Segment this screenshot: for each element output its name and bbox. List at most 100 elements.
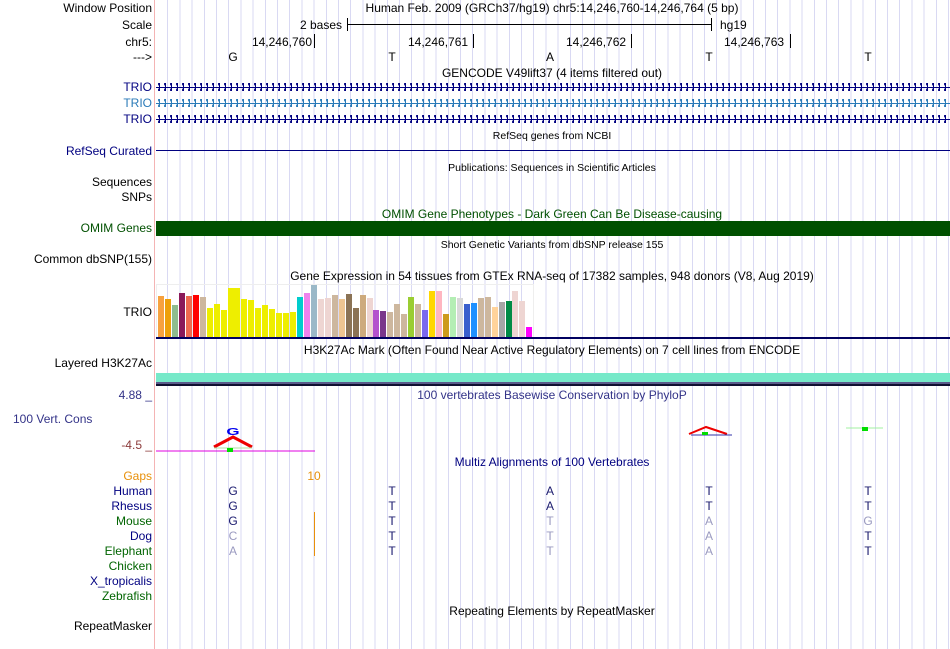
gtex-tissue-bar[interactable] (158, 296, 164, 337)
gtex-tissue-bar[interactable] (290, 312, 297, 337)
dbsnp-title: Short Genetic Variants from dbSNP releas… (440, 239, 664, 251)
gtex-tissue-bar[interactable] (422, 310, 429, 337)
h3k27ac-signal[interactable] (156, 373, 950, 382)
gtex-tissue-bar[interactable] (456, 298, 463, 337)
gtex-tissue-bar[interactable] (373, 310, 380, 337)
gtex-tissue-bar[interactable] (470, 303, 477, 337)
multiz-gaps-label[interactable]: Gaps (123, 469, 152, 483)
multiz-species-label[interactable]: Elephant (104, 544, 152, 558)
repeatmasker-label[interactable]: RepeatMasker (73, 619, 152, 633)
gtex-tissue-bar[interactable] (512, 291, 519, 337)
gencode-item-label[interactable]: TRIO (123, 80, 152, 94)
gtex-tissue-bar[interactable] (303, 293, 310, 337)
gencode-gene-trio[interactable] (156, 115, 950, 123)
multiz-species-label[interactable]: Human (113, 484, 152, 498)
gtex-tissue-bar[interactable] (401, 314, 408, 337)
multiz-base: A (704, 544, 714, 558)
gtex-tissue-bar[interactable] (331, 295, 338, 337)
gtex-tissue-bar[interactable] (220, 310, 227, 337)
gtex-tissue-bar[interactable] (269, 309, 276, 337)
publications-sequences-label[interactable]: Sequences (91, 175, 152, 189)
phylop-label[interactable]: 100 Vert. Cons (13, 412, 93, 426)
gtex-tissue-bar[interactable] (241, 299, 248, 337)
h3k27ac-label[interactable]: Layered H3K27Ac (54, 356, 152, 370)
gtex-tissue-bar[interactable] (248, 300, 255, 337)
dbsnp-label[interactable]: Common dbSNP(155) (33, 252, 152, 266)
multiz-species-label[interactable]: Zebrafish (101, 589, 152, 603)
base: T (705, 50, 713, 64)
gtex-tissue-bar[interactable] (227, 288, 234, 337)
gtex-tissue-bar[interactable] (442, 314, 449, 337)
multiz-base: T (864, 484, 872, 498)
multiz-base: A (704, 529, 714, 543)
gtex-tissue-bar[interactable] (234, 288, 241, 337)
gtex-tissue-bar[interactable] (484, 297, 491, 337)
gtex-tissue-bar[interactable] (491, 307, 498, 337)
gtex-tissue-bar[interactable] (415, 304, 422, 337)
gtex-tissue-bar[interactable] (192, 295, 199, 337)
gtex-tissue-bar[interactable] (429, 291, 436, 337)
gtex-tissue-bar[interactable] (505, 301, 512, 337)
phylop-graph[interactable]: G (156, 420, 950, 456)
gtex-tissue-bar[interactable] (324, 298, 331, 337)
repeatmasker-title: Repeating Elements by RepeatMasker (449, 604, 655, 618)
gtex-tissue-bar[interactable] (206, 308, 213, 337)
gencode-item-label[interactable]: TRIO (123, 96, 152, 110)
gtex-tissue-bar[interactable] (359, 295, 366, 337)
gtex-tissue-bar[interactable] (394, 304, 401, 337)
gtex-tissue-bar[interactable] (387, 312, 394, 337)
refseq-gene-line[interactable] (156, 150, 950, 151)
gtex-tissue-bar[interactable] (449, 297, 456, 337)
multiz-base: T (388, 544, 396, 558)
label-separator (154, 0, 155, 649)
scale-bar-start (347, 18, 348, 31)
gtex-tissue-bar[interactable] (436, 291, 442, 337)
gtex-tissue-bar[interactable] (164, 299, 171, 337)
gtex-tissue-bar[interactable] (213, 304, 220, 337)
multiz-species-label[interactable]: Rhesus (111, 499, 152, 513)
gtex-tissue-bar[interactable] (199, 297, 206, 337)
gtex-tissue-bar[interactable] (255, 308, 262, 337)
gtex-tissue-bar[interactable] (283, 313, 290, 337)
gtex-tissue-bar[interactable] (338, 299, 345, 337)
gtex-tissue-bar[interactable] (262, 305, 269, 337)
multiz-species-label[interactable]: Mouse (115, 514, 152, 528)
publications-snps-label[interactable]: SNPs (121, 190, 152, 204)
multiz-species-label[interactable]: Dog (129, 529, 152, 543)
coordinate: 14,246,763 (724, 35, 785, 49)
gtex-tissue-bar[interactable] (345, 294, 352, 337)
gtex-tissue-bar[interactable] (310, 285, 317, 337)
coordinate: 14,246,760 (251, 35, 312, 49)
gtex-tissue-bar[interactable] (519, 301, 526, 337)
gtex-tissue-bar[interactable] (366, 298, 373, 337)
coordinate-tick (473, 34, 474, 48)
multiz-species-label[interactable]: X_tropicalis (89, 574, 152, 588)
gtex-label[interactable]: TRIO (123, 305, 152, 319)
multiz-base: G (228, 514, 238, 528)
gtex-tissue-bar[interactable] (276, 313, 283, 337)
gtex-tissue-bar[interactable] (380, 311, 387, 337)
gtex-tissue-bar[interactable] (498, 302, 505, 337)
gencode-gene-trio[interactable] (156, 83, 950, 91)
gtex-tissue-bar[interactable] (178, 293, 185, 337)
gencode-gene-trio[interactable] (156, 99, 950, 107)
gtex-tissue-bar[interactable] (408, 297, 415, 337)
gencode-item-label[interactable]: TRIO (123, 112, 152, 126)
omim-gene-bar[interactable] (156, 221, 950, 236)
gtex-tissue-bar[interactable] (297, 297, 303, 337)
gtex-bar-chart[interactable] (156, 284, 534, 337)
omim-label[interactable]: OMIM Genes (80, 221, 152, 235)
conservation-logo-a-icon (688, 425, 732, 436)
multiz-base: T (388, 499, 396, 513)
gtex-tissue-bar[interactable] (477, 298, 484, 337)
gtex-tissue-bar[interactable] (185, 296, 192, 337)
gtex-tissue-bar[interactable] (463, 304, 470, 337)
multiz-species-label[interactable]: Chicken (108, 559, 152, 573)
gtex-tissue-bar[interactable] (171, 305, 178, 337)
gtex-tissue-bar[interactable] (352, 308, 359, 337)
gtex-tissue-bar[interactable] (526, 327, 533, 337)
refseq-label[interactable]: RefSeq Curated (65, 144, 152, 158)
multiz-base: T (388, 484, 396, 498)
gtex-tissue-bar[interactable] (317, 299, 324, 337)
conservation-logo-g-icon: G (213, 426, 253, 452)
